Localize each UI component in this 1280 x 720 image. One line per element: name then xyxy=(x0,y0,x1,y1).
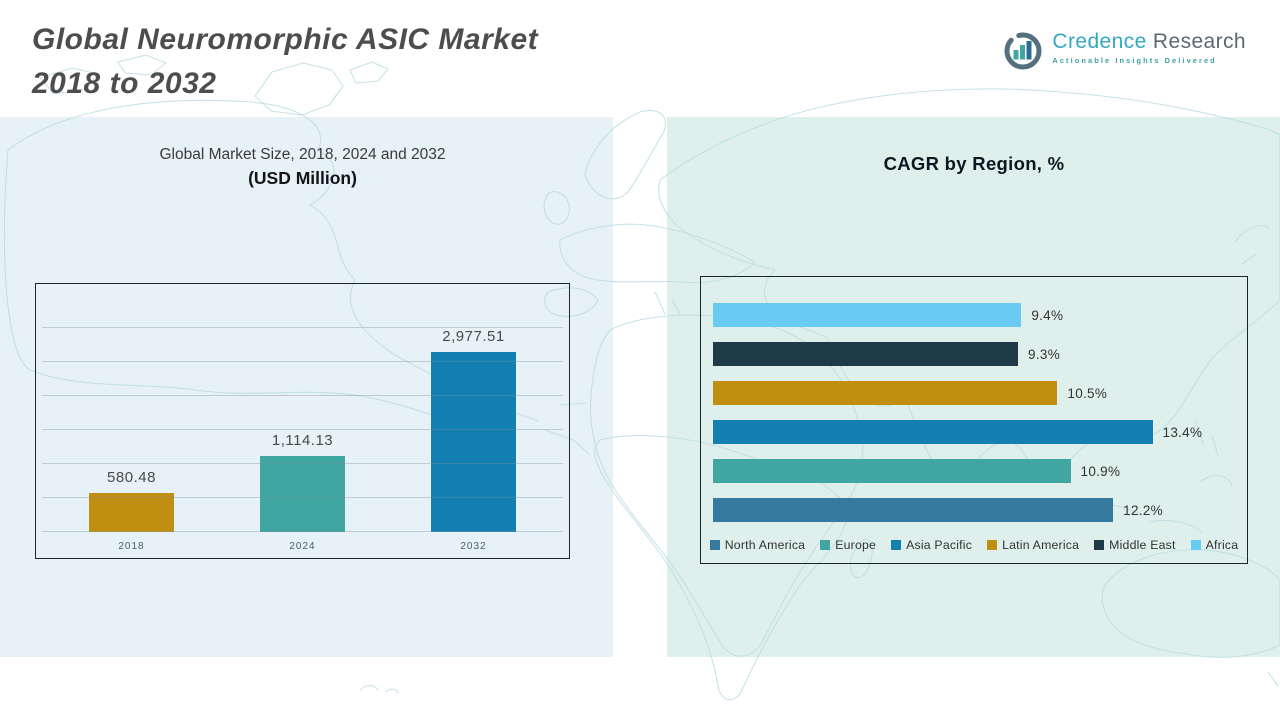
cagr-value-label-middle-east: 9.3% xyxy=(1028,346,1061,362)
cagr-value-label-latin-america: 10.5% xyxy=(1067,385,1108,401)
cagr-row-asia-pacific: 13.4% xyxy=(713,420,1235,444)
bar-column-2032: 2,977.51 xyxy=(388,328,559,532)
market-size-title-line1: Global Market Size, 2018, 2024 and 2032 xyxy=(159,146,446,163)
cagr-bar-africa xyxy=(713,303,1022,327)
cagr-bar-middle-east xyxy=(713,342,1019,366)
gridline-2500 xyxy=(42,361,563,362)
cagr-row-latin-america: 10.5% xyxy=(713,381,1235,405)
brand-name-primary: Credence xyxy=(1052,30,1147,53)
x-tick-2032: 2032 xyxy=(460,541,487,552)
cagr-value-label-north-america: 12.2% xyxy=(1123,502,1163,518)
legend-swatch-asia-pacific xyxy=(891,540,902,550)
gridline-2000 xyxy=(42,395,563,397)
cagr-row-africa: 9.4% xyxy=(713,303,1235,327)
bar-value-label-2018: 580.48 xyxy=(107,468,156,486)
brand-logo-text: Credence Research Actionable Insights De… xyxy=(1052,30,1246,65)
page-title-line2: 2018 to 2032 xyxy=(32,67,217,100)
legend-item-europe: Europe xyxy=(820,538,876,552)
gridline-1000 xyxy=(42,463,563,465)
legend-label-north-america: North America xyxy=(724,538,806,552)
gridline-1500 xyxy=(42,429,563,430)
gridline-0 xyxy=(42,531,563,532)
bar-column-2024: 1,114.13 xyxy=(217,328,388,532)
legend-swatch-middle-east xyxy=(1094,540,1105,550)
legend-item-latin-america: Latin America xyxy=(987,538,1079,552)
bar-chart-logo-icon xyxy=(1004,32,1042,70)
cagr-chart-title: CAGR by Region, % xyxy=(883,153,1065,174)
legend-label-latin-america: Latin America xyxy=(1002,538,1080,552)
bar-2032 xyxy=(431,352,516,532)
market-size-title-line2: (USD Million) xyxy=(248,168,357,188)
bar-value-label-2032: 2,977.51 xyxy=(442,328,505,345)
legend-swatch-north-america xyxy=(709,540,720,550)
legend-label-middle-east: Middle East xyxy=(1109,538,1176,552)
cagr-bars: 9.4% 9.3% 10.5% 13.4% 10.9% 12.2% xyxy=(713,303,1235,537)
cagr-bar-north-america xyxy=(713,498,1114,522)
legend-swatch-europe xyxy=(820,540,831,550)
legend-swatch-latin-america xyxy=(987,540,998,550)
bar-column-2018: 580.48 xyxy=(46,328,217,532)
brand-logo: Credence Research Actionable Insights De… xyxy=(1002,30,1246,72)
page-title: Global Neuromorphic ASIC Market 2018 to … xyxy=(32,18,538,106)
market-size-x-axis: 2018 2024 2032 xyxy=(46,541,559,552)
market-size-chart-title: Global Market Size, 2018, 2024 and 2032 … xyxy=(35,146,570,189)
cagr-row-europe: 10.9% xyxy=(713,459,1235,483)
cagr-legend: North America Europe Asia Pacific Latin Ame… xyxy=(701,538,1247,552)
gridline-3000 xyxy=(42,327,563,328)
legend-swatch-africa xyxy=(1190,540,1201,550)
page-title-line1: Global Neuromorphic ASIC Market xyxy=(32,23,539,56)
brand-tagline: Actionable Insights Delivered xyxy=(1052,56,1217,65)
bar-2018 xyxy=(89,492,174,532)
bar-2024 xyxy=(260,456,345,532)
brand-name: Credence Research xyxy=(1052,30,1246,54)
legend-label-asia-pacific: Asia Pacific xyxy=(906,538,973,552)
x-tick-2018: 2018 xyxy=(118,541,145,552)
gridline-500 xyxy=(42,497,563,499)
cagr-row-middle-east: 9.3% xyxy=(713,342,1235,366)
bar-value-label-2024: 1,114.13 xyxy=(271,432,334,450)
cagr-value-label-africa: 9.4% xyxy=(1031,307,1064,323)
legend-label-europe: Europe xyxy=(835,538,877,552)
cagr-value-label-europe: 10.9% xyxy=(1080,463,1121,479)
legend-item-africa: Africa xyxy=(1190,538,1239,552)
legend-item-asia-pacific: Asia Pacific xyxy=(891,538,972,552)
x-tick-2024: 2024 xyxy=(289,541,316,552)
cagr-row-north-america: 12.2% xyxy=(713,498,1235,522)
legend-item-north-america: North America xyxy=(709,538,806,552)
cagr-bar-latin-america xyxy=(713,381,1058,405)
cagr-bar-asia-pacific xyxy=(713,420,1153,444)
legend-label-africa: Africa xyxy=(1205,538,1239,552)
brand-name-secondary: Research xyxy=(1152,30,1246,53)
market-size-bars: 580.48 1,114.13 2,977.51 xyxy=(46,328,559,532)
cagr-chart: 9.4% 9.3% 10.5% 13.4% 10.9% 12.2% North Ameri… xyxy=(700,276,1248,564)
market-size-plot-area: 580.48 1,114.13 2,977.51 xyxy=(42,327,563,532)
legend-item-middle-east: Middle East xyxy=(1094,538,1175,552)
cagr-value-label-asia-pacific: 13.4% xyxy=(1162,424,1203,440)
cagr-bar-europe xyxy=(713,459,1071,483)
market-size-chart: 580.48 1,114.13 2,977.51 2018 2024 2032 xyxy=(35,283,570,559)
